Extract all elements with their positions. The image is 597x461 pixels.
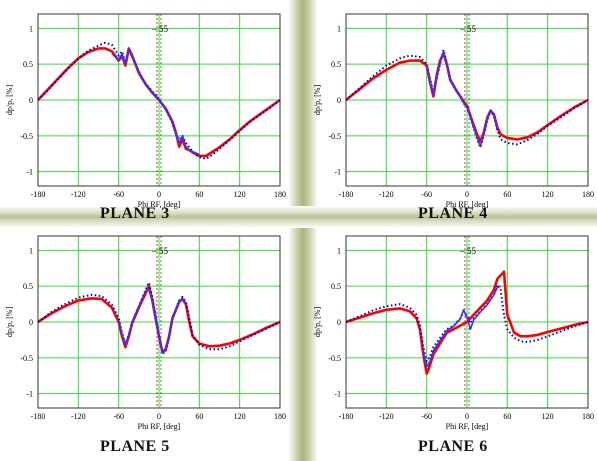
- chart-title: PLANE 4: [418, 205, 488, 222]
- y-tick-label: 1: [29, 246, 33, 255]
- x-tick-label: 180: [274, 412, 286, 421]
- x-tick-label: 60: [195, 412, 203, 421]
- y-tick-label: -1: [334, 168, 341, 177]
- chart-plane-3: – 55 -180 -120 -60 0 60 120 180 -1 -0.5 0 0.5 1 Phi R…: [5, 13, 286, 209]
- x-tick-label: -120: [71, 412, 86, 421]
- y-axis-label: dp/p, [%]: [313, 85, 322, 116]
- y-tick-label: 0: [29, 96, 33, 105]
- x-tick-label: -60: [421, 412, 432, 421]
- chart-title: PLANE 6: [418, 438, 488, 455]
- x-tick-label: 0: [157, 412, 161, 421]
- series-line-0: [345, 270, 589, 375]
- y-tick-label: 0.5: [23, 282, 33, 291]
- annotation-label: – 55: [151, 246, 168, 256]
- horizontal-divider: [0, 206, 597, 228]
- annotation-label: – 55: [459, 246, 476, 256]
- series-line-2: [111, 48, 200, 156]
- annotation-label: – 55: [459, 24, 476, 34]
- chart-title: PLANE 3: [100, 205, 170, 222]
- x-tick-label: 120: [234, 412, 246, 421]
- x-tick-label: -60: [421, 190, 432, 199]
- x-tick-label: -60: [113, 190, 124, 199]
- y-tick-label: -1: [26, 168, 33, 177]
- y-tick-label: 1: [337, 246, 341, 255]
- x-tick-label: -120: [379, 412, 394, 421]
- x-tick-label: -180: [31, 190, 46, 199]
- y-tick-label: 0.5: [23, 60, 33, 69]
- y-axis-label: dp/p, [%]: [5, 85, 14, 116]
- chart-plane-4: – 55 -180 -120 -60 0 60 120 180 -1 -0.5 0 0.5 1 Phi R…: [313, 13, 594, 209]
- x-tick-label: -120: [71, 190, 86, 199]
- chart-panel-plane-6: – 55 -180 -120 -60 0 60 120 180 -1 -0.5 0 0.5 1 Phi R…: [312, 226, 597, 431]
- y-tick-label: 1: [29, 24, 33, 33]
- y-axis-label: dp/p, [%]: [313, 307, 322, 338]
- series-line-2: [425, 50, 499, 148]
- y-tick-label: 1: [337, 24, 341, 33]
- y-tick-label: 0: [29, 318, 33, 327]
- x-tick-label: 120: [542, 412, 554, 421]
- y-tick-label: -0.5: [20, 132, 33, 141]
- series-line-2: [117, 288, 187, 354]
- chart-title: PLANE 5: [100, 438, 170, 455]
- chart-plane-6: – 55 -180 -120 -60 0 60 120 180 -1 -0.5 0 0.5 1 Phi R…: [313, 235, 594, 431]
- x-tick-label: 120: [234, 190, 246, 199]
- x-axis-label: Phi RF, [deg]: [446, 422, 489, 431]
- y-tick-label: 0: [337, 318, 341, 327]
- x-tick-label: -180: [31, 412, 46, 421]
- x-tick-label: 0: [157, 190, 161, 199]
- x-tick-label: -120: [379, 190, 394, 199]
- y-tick-label: 0.5: [331, 282, 341, 291]
- x-tick-label: 0: [465, 190, 469, 199]
- y-tick-label: -0.5: [20, 354, 33, 363]
- vertical-divider: [288, 0, 318, 461]
- chart-plane-5: – 55 -180 -120 -60 0 60 120 180 -1 -0.5 0 0.5 1 Phi R…: [5, 235, 286, 431]
- series-line-1: [345, 283, 589, 363]
- x-axis-label: Phi RF, [deg]: [138, 200, 181, 209]
- x-tick-label: 60: [503, 190, 511, 199]
- annotation-label: – 55: [151, 24, 168, 34]
- y-tick-label: -0.5: [328, 354, 341, 363]
- x-tick-label: 180: [582, 190, 594, 199]
- x-tick-label: -180: [339, 190, 354, 199]
- chart-panel-plane-5: – 55 -180 -120 -60 0 60 120 180 -1 -0.5 0 0.5 1 Phi R…: [4, 226, 289, 431]
- chart-panel-plane-3: – 55 -180 -120 -60 0 60 120 180 -1 -0.5 0 0.5 1 Phi R…: [4, 4, 289, 209]
- y-tick-label: 0: [337, 96, 341, 105]
- y-tick-label: -0.5: [328, 132, 341, 141]
- y-tick-label: -1: [26, 390, 33, 399]
- series-line-2: [422, 285, 501, 368]
- x-tick-label: 120: [542, 190, 554, 199]
- y-tick-label: -1: [334, 390, 341, 399]
- x-axis-label: Phi RF, [deg]: [446, 200, 489, 209]
- x-tick-label: 60: [195, 190, 203, 199]
- x-tick-label: 180: [274, 190, 286, 199]
- x-axis-label: Phi RF, [deg]: [138, 422, 181, 431]
- series-line-0: [345, 52, 589, 143]
- y-tick-label: 0.5: [331, 60, 341, 69]
- x-tick-label: 60: [503, 412, 511, 421]
- chart-panel-plane-4: – 55 -180 -120 -60 0 60 120 180 -1 -0.5 0 0.5 1 Phi R…: [312, 4, 597, 209]
- x-tick-label: 0: [465, 412, 469, 421]
- x-tick-label: 180: [582, 412, 594, 421]
- x-tick-label: -180: [339, 412, 354, 421]
- y-axis-label: dp/p, [%]: [5, 307, 14, 338]
- x-tick-label: -60: [113, 412, 124, 421]
